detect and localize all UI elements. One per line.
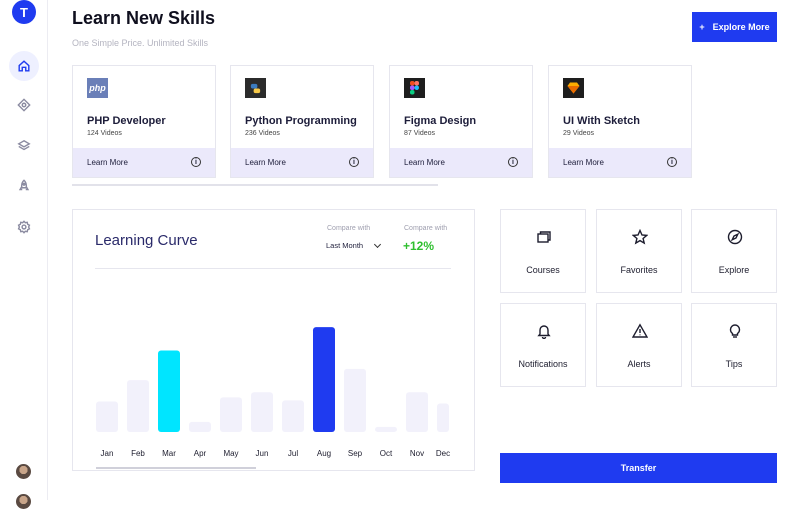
info-icon[interactable]: i bbox=[349, 157, 359, 167]
tile-label: Tips bbox=[725, 359, 743, 369]
explore-more-label: Explore More bbox=[712, 22, 770, 32]
sidebar-item-home[interactable] bbox=[9, 51, 39, 81]
learn-more-link[interactable]: Learn More bbox=[404, 158, 445, 167]
courses-scrollbar[interactable] bbox=[72, 184, 438, 186]
tile-alerts[interactable]: Alerts bbox=[596, 303, 682, 387]
lightbulb-icon bbox=[729, 324, 741, 338]
transfer-button[interactable]: Transfer bbox=[500, 453, 777, 483]
secondary-avatar[interactable] bbox=[16, 494, 31, 509]
chart-title: Learning Curve bbox=[95, 232, 198, 249]
course-name: UI With Sketch bbox=[563, 115, 640, 127]
sidebar: T bbox=[0, 0, 48, 509]
sketch-logo-icon bbox=[563, 78, 584, 98]
course-video-count: 124 Videos bbox=[87, 130, 122, 137]
tile-explore[interactable]: Explore bbox=[691, 209, 777, 293]
page-subtitle: One Simple Price. Unlimited Skills bbox=[72, 38, 209, 48]
sidebar-item-explore[interactable] bbox=[9, 90, 39, 120]
tile-notifications[interactable]: Notifications bbox=[500, 303, 586, 387]
figma-logo-icon bbox=[404, 78, 425, 98]
course-card-php[interactable]: php PHP Developer 124 Videos Learn More … bbox=[72, 65, 216, 178]
compass-diamond-icon bbox=[17, 98, 31, 112]
php-logo-icon: php bbox=[87, 78, 108, 98]
course-card-sketch[interactable]: UI With Sketch 29 Videos Learn More i bbox=[548, 65, 692, 178]
tile-label: Alerts bbox=[627, 359, 651, 369]
learning-curve-card: Learning Curve Compare with Compare with… bbox=[72, 209, 475, 471]
settings-icon bbox=[17, 220, 31, 234]
user-avatar[interactable] bbox=[16, 464, 31, 479]
star-icon bbox=[632, 229, 648, 245]
compare-label: Compare with bbox=[404, 225, 448, 232]
compare-label: Compare with bbox=[327, 225, 371, 232]
rocket-icon bbox=[18, 179, 30, 191]
app-logo[interactable]: T bbox=[12, 0, 36, 24]
divider bbox=[95, 268, 451, 269]
python-logo-icon bbox=[245, 78, 266, 98]
copy-icon bbox=[537, 231, 551, 243]
tile-label: Courses bbox=[526, 265, 560, 275]
home-icon bbox=[18, 60, 30, 72]
course-card-figma[interactable]: Figma Design 87 Videos Learn More i bbox=[389, 65, 533, 178]
tile-favorites[interactable]: Favorites bbox=[596, 209, 682, 293]
period-select[interactable]: Last Month bbox=[326, 240, 382, 250]
learn-more-link[interactable]: Learn More bbox=[87, 158, 128, 167]
course-name: Figma Design bbox=[404, 115, 477, 127]
course-video-count: 236 Videos bbox=[245, 130, 280, 137]
tile-courses[interactable]: Courses bbox=[500, 209, 586, 293]
info-icon[interactable]: i bbox=[667, 157, 677, 167]
change-percent: +12% bbox=[403, 239, 435, 253]
course-video-count: 29 Videos bbox=[563, 130, 595, 137]
chart-scrollbar[interactable] bbox=[96, 467, 256, 469]
course-card-footer: Learn More i bbox=[549, 148, 691, 177]
layers-icon bbox=[17, 139, 31, 151]
page-title: Learn New Skills bbox=[72, 8, 216, 28]
tile-tips[interactable]: Tips bbox=[691, 303, 777, 387]
explore-more-button[interactable]: + Explore More bbox=[692, 12, 777, 42]
info-icon[interactable]: i bbox=[508, 157, 518, 167]
course-name: Python Programming bbox=[245, 115, 357, 127]
course-card-footer: Learn More i bbox=[73, 148, 215, 177]
tile-label: Notifications bbox=[518, 359, 568, 369]
chevron-down-icon bbox=[374, 240, 382, 248]
plus-icon: + bbox=[699, 22, 705, 32]
sidebar-item-launch[interactable] bbox=[9, 171, 39, 201]
learn-more-link[interactable]: Learn More bbox=[563, 158, 604, 167]
course-card-footer: Learn More i bbox=[231, 148, 373, 177]
bell-icon bbox=[537, 325, 551, 339]
tile-label: Favorites bbox=[620, 265, 658, 275]
sidebar-item-layers[interactable] bbox=[9, 131, 39, 161]
alert-triangle-icon bbox=[632, 323, 648, 338]
course-card-footer: Learn More i bbox=[390, 148, 532, 177]
course-video-count: 87 Videos bbox=[404, 130, 436, 137]
period-select-value: Last Month bbox=[326, 241, 364, 250]
learn-more-link[interactable]: Learn More bbox=[245, 158, 286, 167]
sidebar-item-settings[interactable] bbox=[9, 212, 39, 242]
compass-icon bbox=[727, 229, 743, 245]
course-card-python[interactable]: Python Programming 236 Videos Learn More… bbox=[230, 65, 374, 178]
info-icon[interactable]: i bbox=[191, 157, 201, 167]
tile-label: Explore bbox=[718, 265, 750, 275]
app-logo-letter: T bbox=[20, 4, 28, 20]
course-name: PHP Developer bbox=[87, 115, 166, 127]
